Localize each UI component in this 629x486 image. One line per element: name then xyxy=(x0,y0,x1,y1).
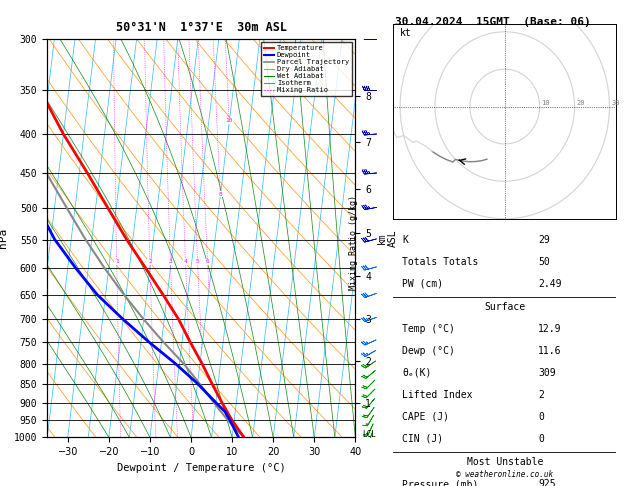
Text: Mixing Ratio (g/kg): Mixing Ratio (g/kg) xyxy=(349,195,358,291)
Text: 1: 1 xyxy=(114,260,118,264)
Text: 309: 309 xyxy=(538,368,556,378)
Text: Most Unstable: Most Unstable xyxy=(467,457,543,467)
Text: 10: 10 xyxy=(225,119,233,123)
Text: 0: 0 xyxy=(538,412,544,422)
Text: 4: 4 xyxy=(184,260,187,264)
Text: kt: kt xyxy=(400,28,412,37)
Text: 20: 20 xyxy=(576,100,585,105)
Legend: Temperature, Dewpoint, Parcel Trajectory, Dry Adiabat, Wet Adiabat, Isotherm, Mi: Temperature, Dewpoint, Parcel Trajectory… xyxy=(261,42,352,96)
Text: θₑ(K): θₑ(K) xyxy=(402,368,431,378)
Text: Totals Totals: Totals Totals xyxy=(402,257,479,267)
Text: 5: 5 xyxy=(196,260,199,264)
Text: 10: 10 xyxy=(542,100,550,105)
Text: CAPE (J): CAPE (J) xyxy=(402,412,449,422)
Text: 29: 29 xyxy=(538,235,550,245)
Text: 30.04.2024  15GMT  (Base: 06): 30.04.2024 15GMT (Base: 06) xyxy=(395,17,591,27)
Title: 50°31'N  1°37'E  30m ASL: 50°31'N 1°37'E 30m ASL xyxy=(116,20,287,34)
Text: Dewp (°C): Dewp (°C) xyxy=(402,346,455,356)
Text: 0: 0 xyxy=(538,434,544,444)
Text: 8: 8 xyxy=(218,191,222,196)
Text: 11.6: 11.6 xyxy=(538,346,562,356)
Text: 2.49: 2.49 xyxy=(538,278,562,289)
Text: 2: 2 xyxy=(148,260,152,264)
Text: 30: 30 xyxy=(611,100,620,105)
Text: 12.9: 12.9 xyxy=(538,324,562,334)
X-axis label: Dewpoint / Temperature (°C): Dewpoint / Temperature (°C) xyxy=(117,463,286,473)
Text: 50: 50 xyxy=(538,257,550,267)
Text: Surface: Surface xyxy=(484,302,525,312)
Text: LCL: LCL xyxy=(362,430,377,438)
Text: CIN (J): CIN (J) xyxy=(402,434,443,444)
Text: 3: 3 xyxy=(169,260,172,264)
Text: © weatheronline.co.uk: © weatheronline.co.uk xyxy=(456,469,554,479)
Y-axis label: km
ASL: km ASL xyxy=(377,229,398,247)
Text: PW (cm): PW (cm) xyxy=(402,278,443,289)
Text: 2: 2 xyxy=(538,390,544,400)
Text: 6: 6 xyxy=(206,260,209,264)
Text: Temp (°C): Temp (°C) xyxy=(402,324,455,334)
Text: Pressure (mb): Pressure (mb) xyxy=(402,479,479,486)
Text: K: K xyxy=(402,235,408,245)
Text: 925: 925 xyxy=(538,479,556,486)
Y-axis label: hPa: hPa xyxy=(0,228,8,248)
Text: Lifted Index: Lifted Index xyxy=(402,390,472,400)
